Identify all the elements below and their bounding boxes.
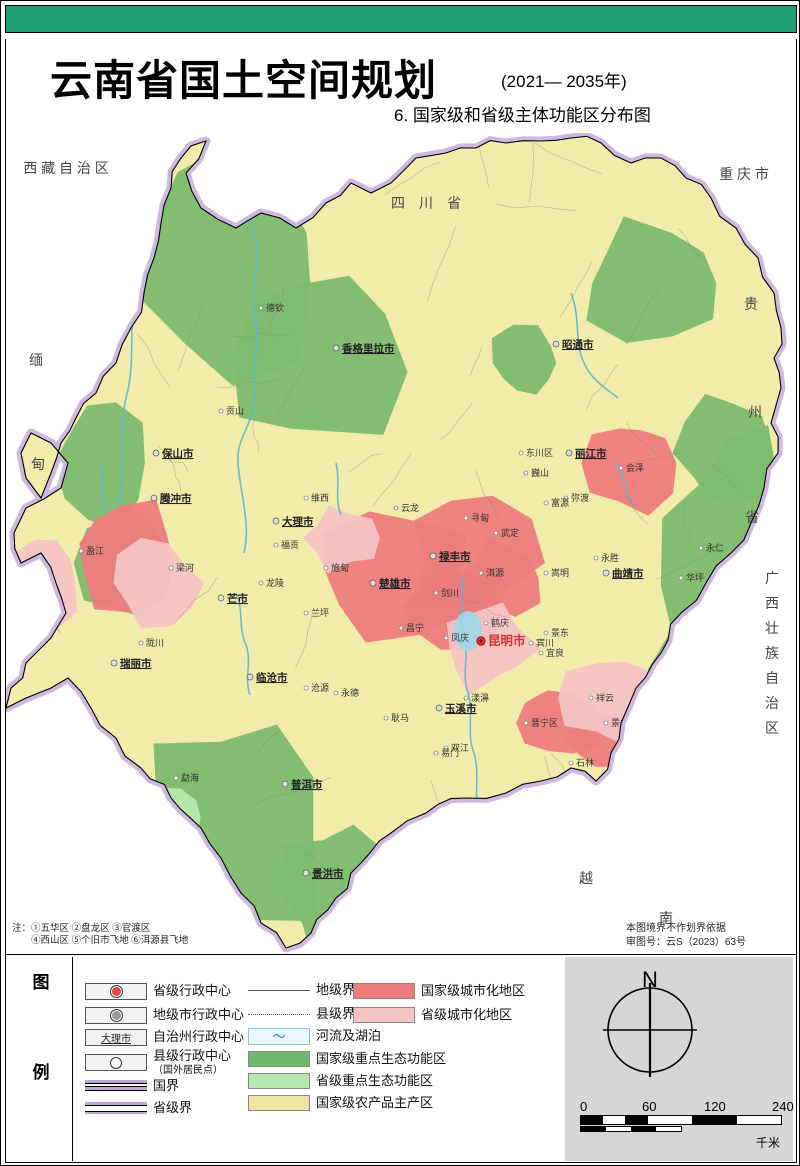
svg-text:审图号：云S（2023）63号: 审图号：云S（2023）63号 xyxy=(626,935,746,948)
svg-text:昆明市: 昆明市 xyxy=(488,633,526,648)
svg-text:寻甸: 寻甸 xyxy=(471,512,489,523)
svg-text:越: 越 xyxy=(579,870,593,886)
svg-text:姚安: 姚安 xyxy=(666,672,684,683)
svg-text:楚雄市: 楚雄市 xyxy=(378,577,411,590)
svg-text:广: 广 xyxy=(765,570,779,586)
svg-text:宜良: 宜良 xyxy=(546,647,564,658)
svg-text:昌宁: 昌宁 xyxy=(406,622,424,633)
svg-text:勐海: 勐海 xyxy=(181,772,199,783)
svg-text:丽江市: 丽江市 xyxy=(575,447,607,460)
svg-text:剑川: 剑川 xyxy=(441,587,459,598)
svg-text:南华: 南华 xyxy=(741,607,759,618)
svg-text:陇川: 陇川 xyxy=(146,637,164,648)
svg-text:宾川: 宾川 xyxy=(536,637,554,648)
svg-text:巍山: 巍山 xyxy=(531,468,549,478)
svg-text:施甸: 施甸 xyxy=(331,562,349,573)
svg-text:石屏: 石屏 xyxy=(531,873,549,883)
svg-text:永德: 永德 xyxy=(341,687,359,698)
svg-text:梁河: 梁河 xyxy=(176,562,194,573)
svg-text:元谋: 元谋 xyxy=(731,563,749,573)
svg-text:景东: 景东 xyxy=(551,627,569,638)
svg-text:重 庆 市: 重 庆 市 xyxy=(719,166,769,182)
svg-text:陆良: 陆良 xyxy=(631,777,649,788)
svg-text:马关: 马关 xyxy=(771,917,789,928)
svg-text:州: 州 xyxy=(748,404,762,420)
svg-text:东川区: 东川区 xyxy=(526,447,553,458)
svg-text:盈江: 盈江 xyxy=(86,546,104,556)
svg-text:贡山: 贡山 xyxy=(226,406,244,416)
svg-text:文山市: 文山市 xyxy=(676,857,709,870)
svg-text:四 川 省: 四 川 省 xyxy=(391,195,461,211)
svg-text:普洱市: 普洱市 xyxy=(291,778,323,791)
svg-text:易门: 易门 xyxy=(441,747,459,758)
svg-text:洱源: 洱源 xyxy=(486,568,504,578)
svg-text:红河: 红河 xyxy=(491,897,509,908)
svg-text:永胜: 永胜 xyxy=(601,552,619,563)
svg-text:会泽: 会泽 xyxy=(626,462,644,473)
svg-text:宁洱: 宁洱 xyxy=(701,732,719,743)
svg-text:景洪市: 景洪市 xyxy=(311,867,344,880)
svg-text:芒市: 芒市 xyxy=(227,592,248,605)
svg-text:弥渡: 弥渡 xyxy=(571,492,589,503)
svg-text:瑞丽市: 瑞丽市 xyxy=(120,657,152,670)
svg-text:临沧市: 临沧市 xyxy=(256,671,288,684)
svg-text:保山市: 保山市 xyxy=(161,447,194,460)
svg-text:弥勒市: 弥勒市 xyxy=(607,787,639,800)
svg-text:砚山: 砚山 xyxy=(731,868,749,878)
svg-text:族: 族 xyxy=(765,645,779,661)
svg-text:龙陵: 龙陵 xyxy=(266,577,284,588)
svg-text:甸: 甸 xyxy=(31,456,45,472)
svg-text:丘北: 丘北 xyxy=(616,838,634,848)
svg-text:缅: 缅 xyxy=(29,352,43,368)
svg-text:墨江: 墨江 xyxy=(741,778,759,788)
svg-text:维西: 维西 xyxy=(311,492,329,503)
svg-text:禄丰市: 禄丰市 xyxy=(438,550,471,563)
svg-text:鹤庆: 鹤庆 xyxy=(491,617,509,628)
svg-text:曲靖市: 曲靖市 xyxy=(612,567,644,580)
svg-text:德钦: 德钦 xyxy=(266,302,284,313)
svg-text:石林: 石林 xyxy=(576,757,594,768)
svg-text:云龙: 云龙 xyxy=(401,502,419,513)
svg-text:腾冲市: 腾冲市 xyxy=(159,492,192,505)
svg-text:镇沅: 镇沅 xyxy=(661,657,679,668)
svg-text:嵩明: 嵩明 xyxy=(551,568,569,578)
svg-text:省: 省 xyxy=(745,509,759,525)
svg-text:西 藏 自 治 区: 西 藏 自 治 区 xyxy=(23,160,109,176)
svg-text:香格里拉市: 香格里拉市 xyxy=(341,342,395,355)
svg-text:本图境界不作划界依据: 本图境界不作划界依据 xyxy=(626,921,726,934)
svg-text:大理市: 大理市 xyxy=(282,515,314,528)
svg-text:昭通市: 昭通市 xyxy=(562,338,594,351)
svg-text:武定: 武定 xyxy=(501,527,519,538)
svg-text:凤庆: 凤庆 xyxy=(451,632,469,643)
svg-text:元阳: 元阳 xyxy=(551,928,569,938)
svg-text:自: 自 xyxy=(765,670,779,686)
svg-text:④西山区 ⑤个旧市飞地 ⑥洱源县飞地: ④西山区 ⑤个旧市飞地 ⑥洱源县飞地 xyxy=(12,934,189,946)
svg-text:贵: 贵 xyxy=(744,296,758,312)
svg-text:沧源: 沧源 xyxy=(311,682,329,693)
svg-text:兰坪: 兰坪 xyxy=(311,607,329,618)
svg-text:富源: 富源 xyxy=(551,497,569,508)
svg-text:蒙自市: 蒙自市 xyxy=(560,847,592,860)
svg-text:个旧市: 个旧市 xyxy=(561,857,594,870)
svg-text:西: 西 xyxy=(765,595,779,611)
svg-text:治: 治 xyxy=(765,695,779,711)
svg-text:泸西: 泸西 xyxy=(671,793,689,803)
svg-text:晋宁区: 晋宁区 xyxy=(531,717,558,728)
svg-text:注：①五华区 ②盘龙区 ③官渡区: 注：①五华区 ②盘龙区 ③官渡区 xyxy=(12,922,151,934)
svg-text:耿马: 耿马 xyxy=(391,713,409,723)
svg-text:福贡: 福贡 xyxy=(281,539,299,550)
svg-text:壮: 壮 xyxy=(765,620,779,636)
svg-text:区: 区 xyxy=(765,720,779,736)
svg-text:漾濞: 漾濞 xyxy=(471,692,489,703)
svg-text:广南: 广南 xyxy=(771,827,789,838)
svg-text:玉溪市: 玉溪市 xyxy=(445,702,477,715)
svg-text:永仁: 永仁 xyxy=(706,542,724,553)
svg-text:勐腊: 勐腊 xyxy=(451,827,469,838)
svg-text:华坪: 华坪 xyxy=(686,572,704,583)
svg-text:祥云: 祥云 xyxy=(596,692,614,703)
svg-text:开远市: 开远市 xyxy=(680,827,712,840)
